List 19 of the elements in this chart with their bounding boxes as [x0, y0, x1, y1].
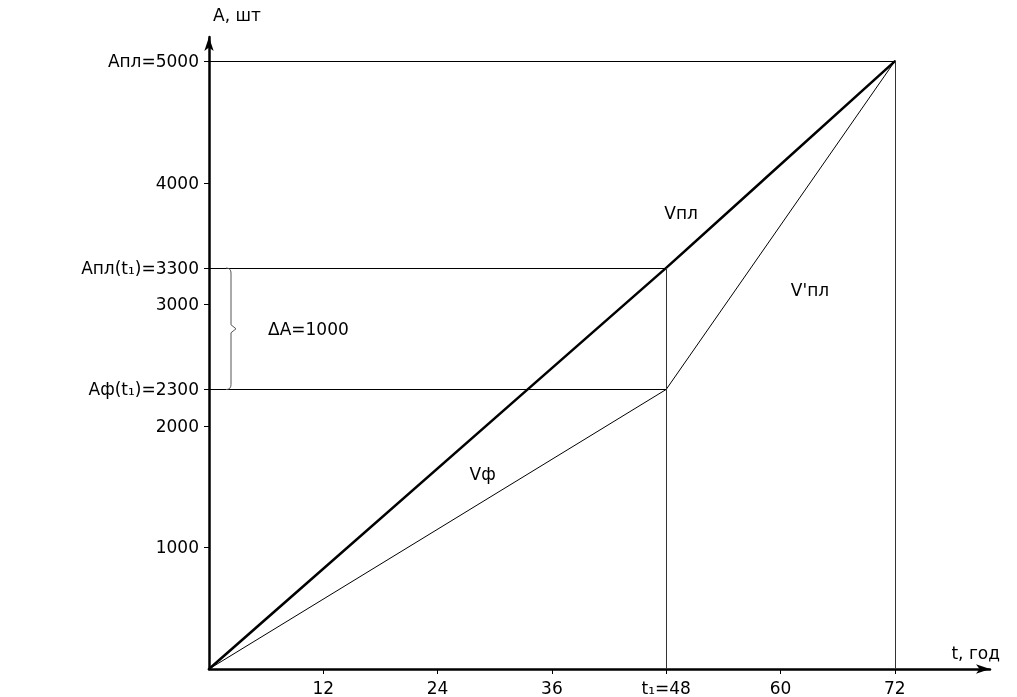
- y-tick-label: Aпл=5000: [107, 51, 199, 72]
- y-tick-label: 3000: [155, 294, 199, 315]
- y-tick-label: Aф(t₁)=2300: [88, 379, 199, 400]
- series-label: Vф: [469, 464, 496, 485]
- x-tick-label: 60: [769, 677, 792, 697]
- x-tick-label: 12: [312, 677, 335, 697]
- x-axis-title: t, год: [951, 642, 1000, 663]
- x-tick-label: 36: [541, 677, 563, 697]
- annotation: V'пл: [790, 280, 830, 300]
- series-label: Vпл: [664, 202, 698, 223]
- y-axis-title: A, шт: [213, 4, 261, 25]
- y-tick-label: 4000: [155, 172, 199, 193]
- x-tick-label: 24: [426, 677, 449, 697]
- annotation: ΔA=1000: [268, 318, 349, 339]
- x-tick-label: t₁=48: [641, 677, 691, 697]
- y-tick-label: 1000: [155, 537, 199, 558]
- y-tick-label: Aпл(t₁)=3300: [81, 257, 199, 278]
- x-tick-label: 72: [883, 677, 906, 697]
- y-tick-label: 2000: [155, 415, 199, 436]
